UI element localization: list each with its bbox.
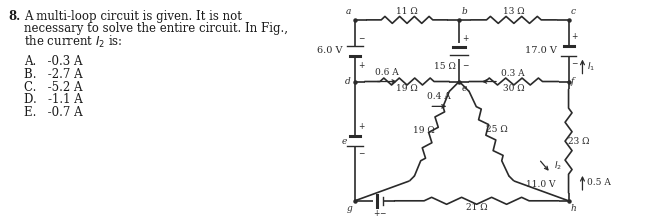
Text: f: f — [570, 77, 574, 86]
Text: 0.5 A: 0.5 A — [588, 178, 611, 187]
Text: the current $I_2$ is:: the current $I_2$ is: — [24, 34, 122, 50]
Text: 30 Ω: 30 Ω — [503, 84, 525, 93]
Text: 0.4 A: 0.4 A — [428, 92, 451, 101]
Text: 17.0 V: 17.0 V — [525, 46, 557, 55]
Text: 0.6 A: 0.6 A — [375, 68, 399, 77]
Text: +: + — [358, 122, 364, 131]
Text: C.   -5.2 A: C. -5.2 A — [24, 81, 82, 94]
Text: 11 Ω: 11 Ω — [396, 7, 418, 16]
Text: E.   -0.7 A: E. -0.7 A — [24, 106, 82, 119]
Text: 15 Ω: 15 Ω — [434, 62, 456, 71]
Text: 0.3 A: 0.3 A — [501, 69, 525, 77]
Text: +: + — [462, 34, 469, 43]
Text: 19 Ω: 19 Ω — [413, 126, 434, 135]
Text: $I_1$: $I_1$ — [588, 60, 596, 73]
Text: +: + — [572, 32, 578, 41]
Text: +: + — [358, 61, 364, 70]
Text: b: b — [461, 7, 467, 16]
Text: 19 Ω: 19 Ω — [396, 84, 418, 93]
Text: −: − — [572, 59, 578, 68]
Text: necessary to solve the entire circuit. In Fig.,: necessary to solve the entire circuit. I… — [24, 22, 288, 35]
Text: D.   -1.1 A: D. -1.1 A — [24, 94, 82, 106]
Text: a: a — [345, 7, 351, 16]
Text: 23 Ω: 23 Ω — [568, 137, 589, 146]
Text: $I_2$: $I_2$ — [553, 160, 562, 172]
Text: c: c — [570, 7, 575, 16]
Text: −: − — [358, 34, 364, 43]
Text: g: g — [347, 204, 353, 213]
Text: A.   -0.3 A: A. -0.3 A — [24, 55, 82, 68]
Text: e: e — [341, 137, 347, 146]
Text: 13 Ω: 13 Ω — [503, 7, 525, 16]
Text: −: − — [358, 149, 364, 158]
Text: +: + — [373, 209, 380, 218]
Text: 25 Ω: 25 Ω — [486, 125, 508, 134]
Text: e: e — [461, 84, 467, 92]
Text: h: h — [570, 204, 576, 213]
Text: −: − — [380, 209, 386, 218]
Text: 6.0 V: 6.0 V — [318, 46, 343, 55]
Text: −: − — [462, 61, 469, 70]
Text: 11.0 V: 11.0 V — [526, 180, 555, 189]
Text: d: d — [345, 77, 351, 86]
Text: 21 Ω: 21 Ω — [466, 203, 487, 212]
Text: 8.: 8. — [8, 10, 20, 23]
Text: B.   -2.7 A: B. -2.7 A — [24, 68, 82, 81]
Text: A multi-loop circuit is given. It is not: A multi-loop circuit is given. It is not — [24, 10, 242, 23]
